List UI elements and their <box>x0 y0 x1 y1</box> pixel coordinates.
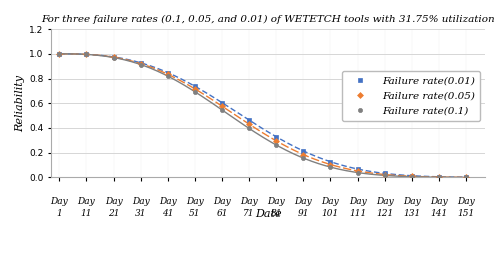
Failure rate(0.01) <box>328 160 334 163</box>
Failure rate(0.05) <box>382 173 388 176</box>
Text: 71: 71 <box>244 209 255 218</box>
Text: 131: 131 <box>403 209 420 218</box>
Failure rate(0.05) <box>165 73 171 76</box>
Text: 31: 31 <box>135 209 146 218</box>
Failure rate(0.01) <box>382 172 388 175</box>
Failure rate(0.01) <box>56 52 62 55</box>
Text: 61: 61 <box>216 209 228 218</box>
Text: Day: Day <box>376 198 394 206</box>
Text: Day: Day <box>50 198 68 206</box>
Text: Day: Day <box>294 198 312 206</box>
Y-axis label: Reliability: Reliability <box>15 75 25 132</box>
Failure rate(0.01) <box>463 176 469 179</box>
Text: Day: Day <box>348 198 366 206</box>
Text: Day: Day <box>430 198 448 206</box>
Failure rate(0.1) <box>138 63 143 66</box>
Failure rate(0.1) <box>56 52 62 55</box>
Failure rate(0.05) <box>409 175 415 178</box>
Failure rate(0.1) <box>328 166 334 169</box>
Text: 41: 41 <box>162 209 173 218</box>
Failure rate(0.05) <box>436 175 442 179</box>
Text: Day: Day <box>132 198 150 206</box>
Failure rate(0.01) <box>273 135 279 138</box>
Line: Failure rate(0.05): Failure rate(0.05) <box>57 52 468 179</box>
Failure rate(0.05) <box>110 56 116 59</box>
Failure rate(0.1) <box>165 74 171 78</box>
Text: Day: Day <box>268 198 285 206</box>
Text: 1: 1 <box>56 209 62 218</box>
Failure rate(0.01) <box>192 85 198 88</box>
Failure rate(0.05) <box>273 139 279 143</box>
Text: 111: 111 <box>349 209 366 218</box>
Failure rate(0.1) <box>463 176 469 179</box>
Failure rate(0.01) <box>165 71 171 74</box>
Text: 11: 11 <box>80 209 92 218</box>
Failure rate(0.05) <box>246 123 252 126</box>
Failure rate(0.1) <box>409 175 415 178</box>
Failure rate(0.1) <box>354 171 360 174</box>
Failure rate(0.01) <box>246 119 252 122</box>
Failure rate(0.1) <box>110 56 116 59</box>
Text: 81: 81 <box>270 209 282 218</box>
Failure rate(0.1) <box>192 90 198 93</box>
Failure rate(0.01) <box>436 175 442 178</box>
Line: Failure rate(0.1): Failure rate(0.1) <box>57 52 468 179</box>
Failure rate(0.1) <box>84 53 89 56</box>
Failure rate(0.01) <box>138 61 143 64</box>
Failure rate(0.05) <box>84 53 89 56</box>
Failure rate(0.01) <box>84 53 89 56</box>
Failure rate(0.1) <box>273 143 279 147</box>
Title: For three failure rates (0.1, 0.05, and 0.01) of WETETCH tools with 31.75% utili: For three failure rates (0.1, 0.05, and … <box>42 15 495 24</box>
Text: Day: Day <box>240 198 258 206</box>
Legend: Failure rate(0.01), Failure rate(0.05), Failure rate(0.1): Failure rate(0.01), Failure rate(0.05), … <box>342 71 480 121</box>
Text: Day: Day <box>78 198 96 206</box>
Failure rate(0.1) <box>246 127 252 130</box>
Text: Day: Day <box>457 198 475 206</box>
Failure rate(0.05) <box>463 176 469 179</box>
Failure rate(0.1) <box>382 174 388 177</box>
Text: Day: Day <box>322 198 340 206</box>
Line: Failure rate(0.01): Failure rate(0.01) <box>57 51 469 180</box>
Text: 121: 121 <box>376 209 394 218</box>
Failure rate(0.01) <box>110 55 116 58</box>
Text: 151: 151 <box>458 209 474 218</box>
Text: Day: Day <box>186 198 204 206</box>
X-axis label: Date: Date <box>255 209 281 219</box>
Text: 21: 21 <box>108 209 120 218</box>
Failure rate(0.05) <box>219 104 225 108</box>
Failure rate(0.05) <box>300 153 306 156</box>
Failure rate(0.01) <box>354 167 360 171</box>
Failure rate(0.05) <box>138 62 143 65</box>
Failure rate(0.1) <box>300 156 306 160</box>
Text: 91: 91 <box>298 209 309 218</box>
Failure rate(0.01) <box>409 174 415 177</box>
Text: 141: 141 <box>430 209 448 218</box>
Text: 51: 51 <box>189 209 200 218</box>
Failure rate(0.01) <box>300 149 306 152</box>
Text: Day: Day <box>403 198 420 206</box>
Failure rate(0.05) <box>192 87 198 91</box>
Failure rate(0.1) <box>436 176 442 179</box>
Text: Day: Day <box>104 198 122 206</box>
Failure rate(0.05) <box>328 163 334 166</box>
Text: 101: 101 <box>322 209 339 218</box>
Failure rate(0.01) <box>219 101 225 104</box>
Text: Day: Day <box>159 198 176 206</box>
Failure rate(0.05) <box>354 169 360 172</box>
Failure rate(0.05) <box>56 52 62 55</box>
Text: Day: Day <box>213 198 231 206</box>
Failure rate(0.1) <box>219 108 225 112</box>
